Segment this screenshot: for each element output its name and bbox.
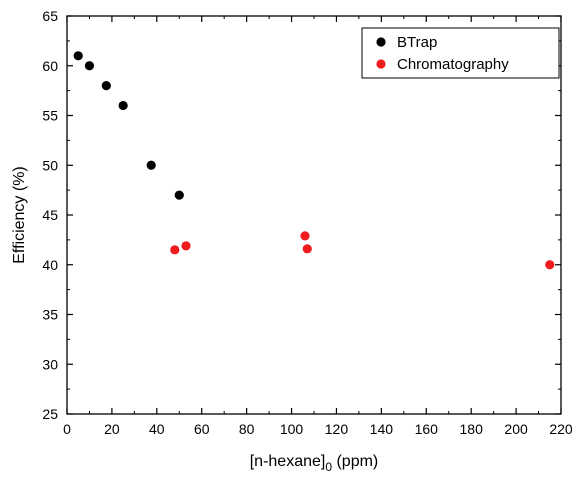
x-tick-label: 200 bbox=[504, 421, 528, 437]
x-tick-label: 100 bbox=[280, 421, 304, 437]
y-tick-label: 35 bbox=[42, 307, 58, 323]
legend-marker-chromatography bbox=[376, 59, 386, 69]
x-tick-label: 160 bbox=[415, 421, 439, 437]
data-point-btrap-4 bbox=[146, 160, 156, 170]
y-axis-label: Efficiency (%) bbox=[11, 166, 28, 264]
y-tick-label: 45 bbox=[42, 207, 58, 223]
x-tick-label: 220 bbox=[549, 421, 573, 437]
x-axis-label-subscript: 0 bbox=[325, 460, 332, 474]
y-tick-label: 55 bbox=[42, 108, 58, 124]
data-point-btrap-3 bbox=[118, 100, 128, 111]
points-layer bbox=[73, 51, 555, 270]
legend-label-btrap: BTrap bbox=[397, 34, 437, 51]
x-tick-label: 0 bbox=[63, 421, 71, 437]
x-tick-label: 60 bbox=[194, 421, 210, 437]
x-axis-label: [n-hexane]0 (ppm) bbox=[250, 453, 379, 474]
data-point-chromatography-0 bbox=[170, 245, 180, 255]
x-tick-label: 140 bbox=[370, 421, 394, 437]
x-axis-label-suffix: (ppm) bbox=[332, 453, 378, 470]
data-point-chromatography-2 bbox=[300, 231, 310, 241]
legend: BTrap Chromatography bbox=[361, 27, 560, 79]
data-point-btrap-1 bbox=[84, 61, 95, 71]
x-tick-label: 40 bbox=[149, 421, 165, 437]
x-tick-label: 120 bbox=[325, 421, 349, 437]
data-point-btrap-0 bbox=[73, 51, 83, 61]
legend-label-chromatography: Chromatography bbox=[397, 56, 509, 73]
data-point-chromatography-4 bbox=[545, 260, 555, 270]
legend-box bbox=[361, 27, 560, 79]
data-point-chromatography-1 bbox=[181, 241, 191, 251]
data-point-btrap-5 bbox=[174, 190, 184, 200]
x-axis-label-main: [n-hexane] bbox=[250, 453, 326, 470]
y-tick-label: 50 bbox=[42, 157, 58, 173]
y-tick-label: 60 bbox=[42, 58, 58, 74]
y-tick-label: 30 bbox=[42, 356, 58, 372]
axes-layer: 0 20 40 60 80 100 120 140 160 180 200 220 25 30 35 40 45… bbox=[11, 8, 573, 474]
data-point-btrap-2 bbox=[101, 81, 111, 91]
x-tick-label: 80 bbox=[239, 421, 255, 437]
x-tick-label: 20 bbox=[104, 421, 120, 437]
legend-marker-btrap bbox=[376, 37, 386, 47]
y-tick-label: 25 bbox=[42, 406, 58, 422]
x-tick-label: 180 bbox=[460, 421, 484, 437]
y-tick-label: 65 bbox=[42, 8, 58, 24]
y-tick-label: 40 bbox=[42, 257, 58, 273]
data-point-chromatography-3 bbox=[302, 244, 312, 254]
